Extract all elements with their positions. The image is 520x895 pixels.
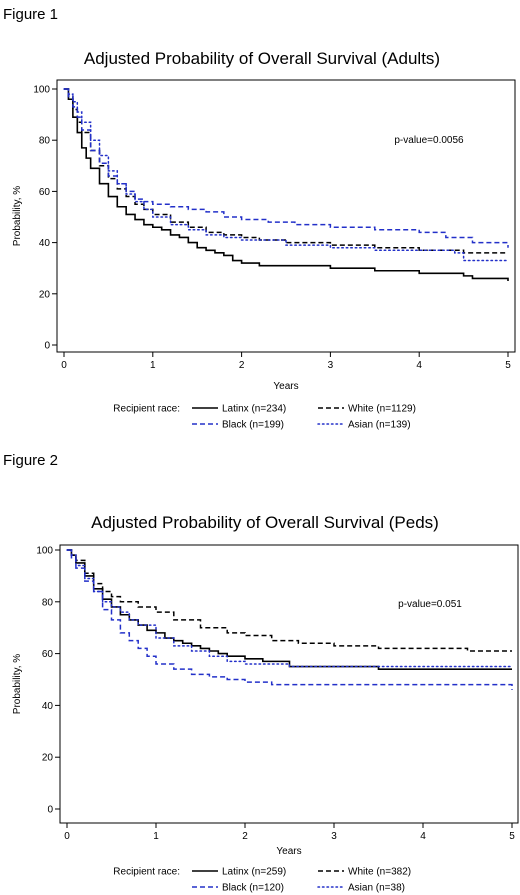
legend-entry-latinx: Latinx (n=259)	[222, 867, 286, 878]
plot-frame	[59, 544, 519, 824]
series-line-white	[67, 549, 512, 652]
plot-frame	[56, 79, 516, 353]
legend-entry-asian: Asian (n=38)	[348, 883, 405, 894]
x-tick-label: 1	[153, 831, 159, 842]
p-value-annotation: p-value=0.051	[398, 599, 462, 610]
legend-title: Recipient race:	[113, 404, 180, 415]
y-tick-label: 60	[42, 649, 54, 660]
y-tick-label: 40	[42, 701, 54, 712]
series-line-latinx	[64, 88, 509, 281]
x-tick-label: 2	[242, 831, 248, 842]
series-line-asian	[66, 549, 513, 668]
y-tick-label: 0	[47, 805, 53, 816]
y-axis-label: Probability, %	[12, 654, 23, 715]
chart-title: Adjusted Probability of Overall Survival…	[84, 49, 440, 68]
x-tick-label: 4	[416, 360, 422, 371]
y-tick-label: 80	[42, 597, 54, 608]
x-tick-label: 3	[331, 831, 337, 842]
y-tick-label: 20	[39, 289, 51, 300]
series-line-black	[67, 549, 513, 690]
x-axis-label: Years	[276, 846, 301, 857]
series-line-asian	[63, 88, 509, 262]
legend-entry-latinx: Latinx (n=234)	[222, 404, 286, 415]
legend-entry-black: Black (n=199)	[222, 420, 284, 431]
x-tick-label: 5	[505, 360, 511, 371]
y-tick-label: 100	[36, 546, 53, 557]
y-tick-label: 60	[39, 187, 51, 198]
x-tick-label: 3	[328, 360, 334, 371]
legend-entry-asian: Asian (n=139)	[348, 420, 411, 431]
y-tick-label: 80	[39, 136, 51, 147]
legend-title: Recipient race:	[113, 867, 180, 878]
legend-entry-white: White (n=1129)	[348, 404, 416, 415]
series-line-black	[64, 88, 509, 248]
series-line-white	[64, 88, 508, 254]
chart-title: Adjusted Probability of Overall Survival…	[91, 513, 439, 532]
y-tick-label: 40	[39, 238, 51, 249]
legend-entry-black: Black (n=120)	[222, 883, 284, 894]
x-tick-label: 4	[420, 831, 426, 842]
y-axis-label: Probability, %	[12, 186, 23, 247]
x-tick-label: 1	[150, 360, 156, 371]
chart-adults: Adjusted Probability of Overall Survival…	[12, 49, 516, 431]
x-tick-label: 0	[64, 831, 70, 842]
p-value-annotation: p-value=0.0056	[394, 135, 464, 146]
chart-peds: Adjusted Probability of Overall Survival…	[12, 513, 519, 894]
y-tick-label: 100	[33, 85, 50, 96]
y-tick-label: 0	[44, 341, 50, 352]
figure-2-label: Figure 2	[3, 452, 59, 469]
x-tick-label: 0	[61, 360, 67, 371]
figure-1-label: Figure 1	[3, 6, 59, 23]
x-tick-label: 2	[239, 360, 245, 371]
x-tick-label: 5	[509, 831, 515, 842]
y-tick-label: 20	[42, 753, 54, 764]
x-axis-label: Years	[273, 381, 298, 392]
legend-entry-white: White (n=382)	[348, 867, 411, 878]
